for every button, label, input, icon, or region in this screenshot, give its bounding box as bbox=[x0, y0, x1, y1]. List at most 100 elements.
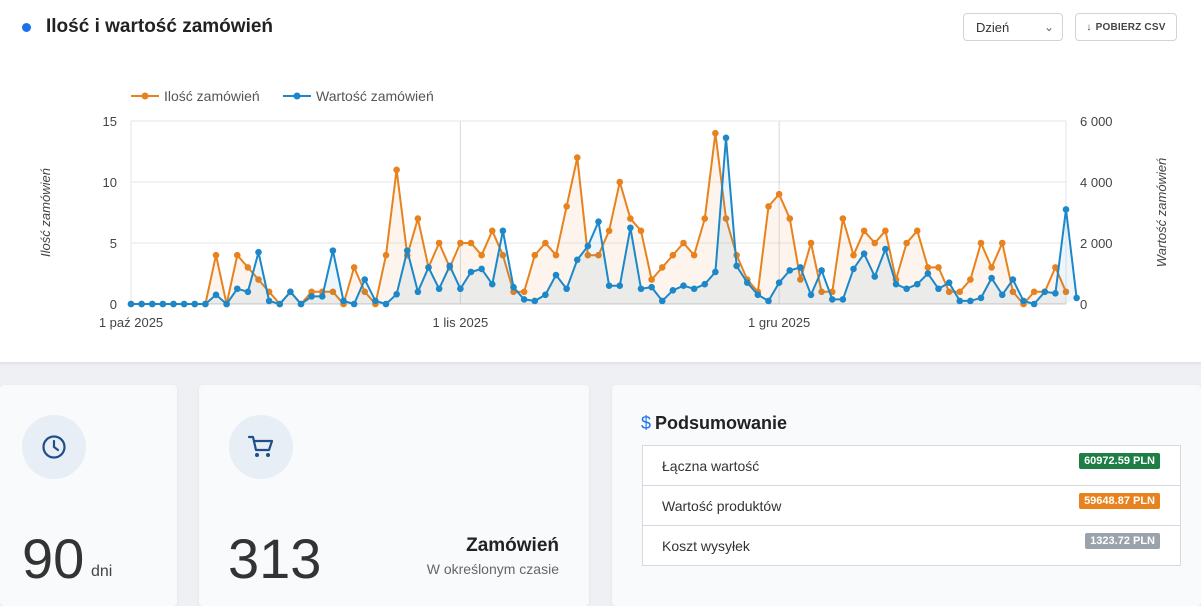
summary-title: $ Podsumowanie bbox=[641, 413, 787, 434]
data-point-value bbox=[627, 224, 634, 232]
summary-total-badge: 60972.59 PLN bbox=[1079, 453, 1160, 469]
data-point-value bbox=[850, 265, 857, 273]
cart-icon bbox=[247, 435, 274, 457]
data-point-value bbox=[775, 279, 783, 286]
data-point-count bbox=[882, 227, 889, 235]
data-point-value bbox=[297, 300, 305, 308]
data-point-value bbox=[1062, 206, 1070, 213]
clock-icon-circle bbox=[22, 415, 86, 479]
data-point-value bbox=[935, 285, 942, 293]
data-point-count bbox=[722, 215, 730, 222]
days-unit: dni bbox=[91, 563, 113, 580]
y-left-axis-title: Ilość zamówień bbox=[38, 168, 53, 257]
data-point-value bbox=[287, 288, 294, 296]
data-point-count bbox=[669, 251, 677, 259]
data-point-count bbox=[1052, 264, 1059, 271]
data-point-value bbox=[308, 293, 315, 300]
data-point-value bbox=[1052, 290, 1059, 297]
x-tick-label: 1 paź 2025 bbox=[99, 315, 163, 330]
data-point-value bbox=[924, 270, 932, 277]
data-point-value bbox=[754, 291, 762, 299]
orders-count: 313 bbox=[228, 527, 322, 590]
data-point-value bbox=[648, 283, 655, 291]
data-point-value bbox=[499, 227, 507, 235]
data-point-value bbox=[690, 285, 698, 293]
data-point-value bbox=[531, 297, 539, 305]
data-point-count bbox=[542, 239, 549, 247]
data-point-count bbox=[595, 251, 602, 259]
data-point-value bbox=[807, 291, 815, 299]
data-point-count bbox=[573, 154, 581, 161]
data-point-count bbox=[627, 215, 634, 222]
data-point-value bbox=[743, 279, 751, 286]
data-point-count bbox=[616, 178, 624, 186]
data-point-value bbox=[605, 282, 613, 289]
data-point-value bbox=[563, 285, 570, 293]
data-point-count bbox=[765, 203, 772, 210]
data-point-value bbox=[170, 300, 177, 308]
data-point-count bbox=[924, 264, 932, 271]
data-point-count bbox=[860, 227, 868, 235]
data-point-value bbox=[797, 264, 804, 271]
data-point-count bbox=[712, 129, 719, 137]
data-point-count bbox=[637, 227, 645, 235]
data-point-value bbox=[903, 285, 910, 293]
y-right-tick-label: 2 000 bbox=[1080, 236, 1113, 251]
data-point-value bbox=[276, 300, 284, 308]
orders-chart: 0 5 10 15 0 2 000 4 000 6 000 1 paź 2025 1 lis 20… bbox=[38, 88, 1169, 330]
summary-row-label: Wartość produktów bbox=[662, 498, 782, 514]
data-point-value bbox=[361, 276, 369, 283]
data-point-value bbox=[488, 280, 496, 288]
data-point-value bbox=[350, 300, 358, 308]
data-point-count bbox=[414, 215, 422, 222]
download-icon: ↓ bbox=[1086, 21, 1092, 33]
data-point-count bbox=[499, 251, 507, 259]
data-point-value bbox=[202, 300, 209, 308]
data-point-count bbox=[701, 215, 709, 222]
data-point-value bbox=[467, 268, 475, 276]
data-point-value bbox=[828, 296, 836, 303]
data-point-value bbox=[967, 297, 974, 305]
data-point-count bbox=[478, 251, 485, 259]
data-point-value bbox=[425, 264, 432, 271]
legend-label: Wartość zamówień bbox=[316, 88, 434, 104]
data-point-value bbox=[882, 245, 889, 253]
data-point-count bbox=[361, 288, 369, 296]
orders-subtitle: W określonym czasie bbox=[426, 561, 559, 577]
data-point-value bbox=[1009, 276, 1017, 283]
data-point-value bbox=[1041, 288, 1049, 296]
series-area-value bbox=[131, 137, 1077, 304]
period-select[interactable]: Dzień ⌄ bbox=[963, 13, 1063, 41]
data-point-value bbox=[223, 300, 230, 308]
data-point-count bbox=[850, 251, 857, 259]
days-card: 90 dni bbox=[0, 385, 177, 606]
period-select-value: Dzień bbox=[976, 19, 1010, 35]
data-point-value bbox=[988, 274, 995, 282]
x-tick-label: 1 gru 2025 bbox=[748, 315, 810, 330]
series-area-count bbox=[131, 133, 1066, 304]
summary-row-shipping: Koszt wysyłek 1323.72 PLN bbox=[643, 526, 1180, 565]
data-point-value bbox=[722, 134, 730, 142]
data-point-value bbox=[860, 250, 868, 257]
card-title: Ilość i wartość zamówień bbox=[46, 16, 274, 37]
data-point-value bbox=[871, 273, 879, 280]
data-point-value bbox=[584, 242, 592, 250]
data-point-value bbox=[382, 300, 390, 308]
data-point-value bbox=[393, 290, 400, 298]
chevron-down-icon: ⌄ bbox=[1043, 20, 1054, 34]
data-point-count bbox=[382, 251, 390, 259]
data-point-value bbox=[233, 285, 241, 293]
data-point-value bbox=[573, 256, 581, 264]
summary-products-badge: 59648.87 PLN bbox=[1079, 493, 1160, 509]
legend-label: Ilość zamówień bbox=[164, 88, 260, 104]
data-point-count bbox=[531, 251, 539, 259]
data-point-value bbox=[478, 265, 485, 273]
summary-row-total: Łączna wartość 60972.59 PLN bbox=[643, 446, 1180, 486]
data-point-value bbox=[913, 280, 921, 288]
data-point-count bbox=[552, 251, 560, 259]
data-point-value bbox=[191, 300, 199, 308]
data-point-count bbox=[1062, 288, 1070, 296]
download-csv-button[interactable]: ↓ POBIERZ CSV bbox=[1075, 13, 1177, 41]
y-left-tick-label: 15 bbox=[103, 114, 117, 129]
y-right-tick-label: 4 000 bbox=[1080, 175, 1113, 190]
